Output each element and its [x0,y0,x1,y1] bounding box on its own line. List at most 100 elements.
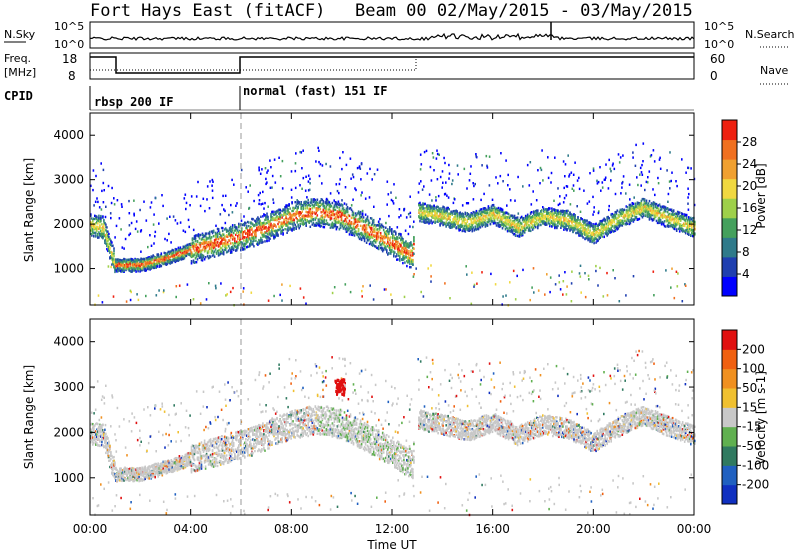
echo-cell [377,236,380,239]
echo-cell [657,216,660,220]
echo-cell [574,226,576,229]
echo-cell [104,222,106,225]
echo-cell [528,224,531,227]
echo-cell [440,217,442,220]
echo-cell [628,203,631,207]
echo-cell [525,223,528,226]
echo-cell [406,264,408,268]
echo-cell [373,228,376,231]
echo-cell [543,222,545,225]
echo-cell [412,258,414,262]
echo-cell [610,213,612,217]
echo-cell [507,219,510,222]
echo-cell [130,259,132,263]
echo-cell [108,238,110,241]
echo-cell [199,243,202,246]
echo-cell [113,263,115,266]
echo-cell [96,215,98,218]
echo-cell [442,217,444,220]
echo-cell [249,244,251,248]
echo-cell [606,234,608,237]
echo-cell [606,227,608,231]
echo-cell [346,207,349,211]
echo-cell [344,211,347,215]
echo-cell [495,214,498,217]
echo-cell [516,222,519,225]
echo-cell [391,249,393,252]
echo-cell [382,235,385,239]
echo-cell [511,214,514,217]
echo-cell [493,213,496,216]
echo-cell [546,212,548,215]
echo-cell [160,261,163,264]
echo-cell [560,218,562,221]
echo-cell [137,267,139,271]
echo-cell [553,214,555,217]
echo-cell [643,201,646,204]
echo-cell [281,230,283,233]
echo-cell [170,254,173,257]
echo-cell [276,215,278,218]
echo-cell [177,251,180,254]
echo-cell [147,261,149,265]
echo-cell [536,214,538,217]
echo-cell [489,214,492,217]
echo-cell [143,259,145,263]
echo-cell [248,229,250,233]
echo-cell [342,209,345,212]
echo-cell [114,268,116,271]
echo-cell [632,211,635,214]
echo-cell [590,224,592,227]
echo-cell [596,227,598,230]
echo-cell [220,234,223,238]
echo-cell [198,256,201,259]
echo-cell [237,234,239,238]
echo-cell [418,215,420,218]
echo-cell [362,236,365,240]
echo-cell [642,207,645,210]
echo-cell [264,218,266,222]
echo-cell [650,204,653,208]
echo-cell [476,219,479,222]
echo-cell [320,198,323,202]
echo-cell [616,228,619,231]
echo-cell [549,224,551,228]
echo-cell [261,239,263,242]
echo-cell [461,225,464,228]
echo-cell [418,209,420,212]
echo-cell [286,204,288,207]
echo-cell [155,259,157,262]
echo-cell [385,230,387,234]
echo-cell [351,233,354,237]
echo-cell [397,248,399,251]
echo-cell [663,213,666,217]
echo-cell [470,218,473,221]
echo-cell [112,257,114,261]
echo-cell [368,225,371,229]
freq-trace [90,56,694,74]
echo-cell [94,225,96,228]
echo-cell [650,211,653,215]
echo-cell [211,242,214,246]
echo-cell [558,212,560,216]
echo-cell [639,207,642,210]
echo-cell [487,208,490,211]
echo-cell [314,198,317,202]
echo-cell [254,229,256,233]
echo-cell [335,221,338,224]
echo-cell [496,211,499,215]
echo-cell [303,201,305,204]
echo-cell [98,217,100,220]
echo-cell [207,237,210,240]
echo-cell [254,236,256,239]
echo-cell [375,228,378,231]
echo-cell [575,228,577,231]
echo-cell [509,214,512,218]
echo-cell [201,242,204,245]
echo-cell [448,212,450,215]
echo-cell [105,226,107,229]
echo-cell [258,242,260,245]
echo-cell [619,219,622,222]
echo-cell [363,229,366,232]
echo-cell [598,231,600,235]
